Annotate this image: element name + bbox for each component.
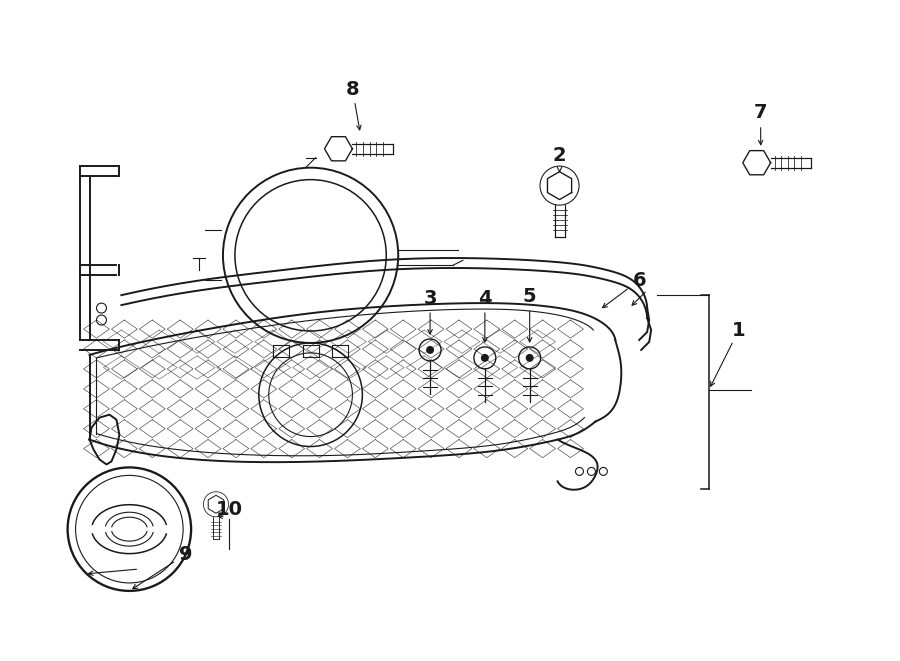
Text: 7: 7 [754,103,768,122]
Text: 8: 8 [346,79,359,98]
Text: 5: 5 [523,287,536,305]
Text: 1: 1 [732,321,745,340]
Text: 2: 2 [553,146,566,165]
Text: 3: 3 [423,289,436,307]
Text: 6: 6 [633,271,646,290]
Text: 9: 9 [179,545,193,564]
Text: 10: 10 [215,500,242,519]
Circle shape [526,354,533,361]
Circle shape [427,346,434,353]
Text: 4: 4 [478,289,491,307]
Circle shape [482,354,488,361]
